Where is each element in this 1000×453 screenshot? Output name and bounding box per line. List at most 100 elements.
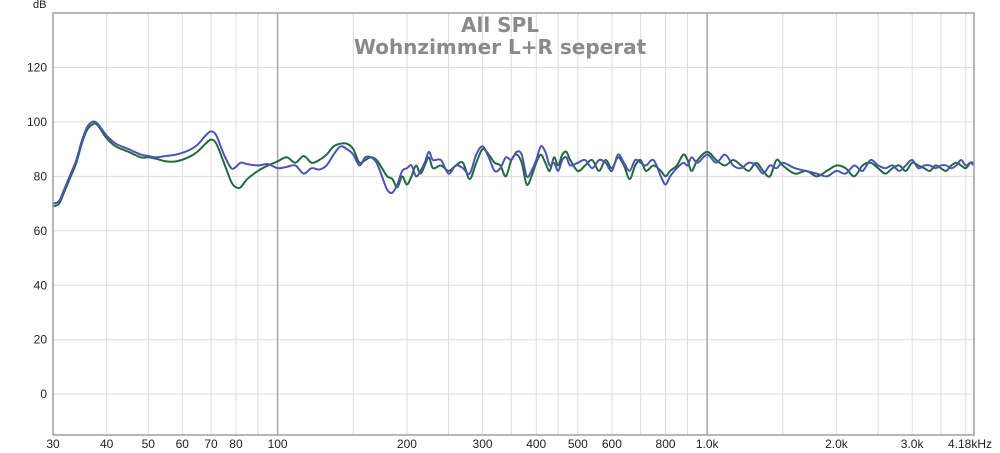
data-point [911,159,913,161]
data-point [762,170,764,172]
data-point [340,146,342,148]
data-point [318,169,320,171]
data-point [853,165,855,167]
data-point [240,162,242,164]
data-point [415,176,417,178]
data-point [448,173,450,175]
data-point [482,146,484,148]
data-point [505,176,507,178]
data-point [683,154,685,156]
data-point [326,154,328,156]
data-point [352,154,354,156]
data-point [805,170,807,172]
data-point [870,159,872,161]
data-point [877,165,879,167]
data-point [660,176,662,178]
data-point [540,154,542,156]
data-point [455,165,457,167]
data-point [929,165,931,167]
data-point [58,200,60,202]
data-point [836,170,838,172]
data-point [386,176,388,178]
data-point [295,165,297,167]
y-tick-label: 40 [34,278,48,292]
data-point [381,167,383,169]
data-point [748,162,750,164]
data-point [196,151,198,153]
data-point [877,167,879,169]
data-point [917,167,919,169]
x-tick-label: 400 [526,437,546,451]
data-point [531,170,533,172]
data-point [494,162,496,164]
data-point [295,162,297,164]
data-point [448,170,450,172]
data-point [640,162,642,164]
data-point [91,121,93,123]
data-point [223,154,225,156]
data-point [553,156,555,158]
data-point [605,159,607,161]
data-point [511,159,513,161]
data-point [175,154,177,156]
data-point [629,178,631,180]
data-point [364,156,366,158]
data-point [469,173,471,175]
data-point [935,165,937,167]
data-point [569,159,571,161]
series-line-1 [52,122,975,208]
data-point [706,151,708,153]
data-point [526,184,528,186]
x-tick-label: 60 [176,437,190,451]
data-point [748,170,750,172]
data-point [140,156,142,158]
data-point [286,166,288,168]
data-point [598,170,600,172]
x-tick-label: 4.18kHz [948,437,992,451]
data-point [128,148,130,150]
data-point [462,167,464,169]
data-point [545,151,547,153]
data-point [862,170,864,172]
data-point [521,154,523,156]
data-point [516,151,518,153]
data-point [845,173,847,175]
data-point [392,178,394,180]
data-point [318,159,320,161]
data-point [424,162,426,164]
data-point [945,165,947,167]
data-point [428,156,430,158]
data-point [584,159,586,161]
data-point [611,170,613,172]
y-tick-label: 0 [40,387,47,401]
data-point [794,167,796,169]
data-point [257,170,259,172]
data-point [397,184,399,186]
data-point [553,162,555,164]
data-point [428,151,430,153]
data-point [885,173,887,175]
data-point [826,176,828,178]
data-point [645,170,647,172]
data-point [333,146,335,148]
data-point [557,165,559,167]
data-point [706,154,708,156]
data-point [411,165,413,167]
data-point [697,159,699,161]
data-point [240,186,242,188]
data-point [58,203,60,205]
data-point [115,146,117,148]
data-point [432,167,434,169]
x-tick-label: 40 [100,437,114,451]
data-point [923,165,925,167]
data-point [950,165,952,167]
data-point [488,156,490,158]
x-tick-label: 30 [46,437,60,451]
data-point [769,165,771,167]
data-point [549,170,551,172]
x-tick-label: 800 [656,437,676,451]
chart-title: All SPL [461,13,539,37]
data-point [86,127,88,129]
data-point [762,173,764,175]
y-tick-label: 100 [27,115,47,129]
